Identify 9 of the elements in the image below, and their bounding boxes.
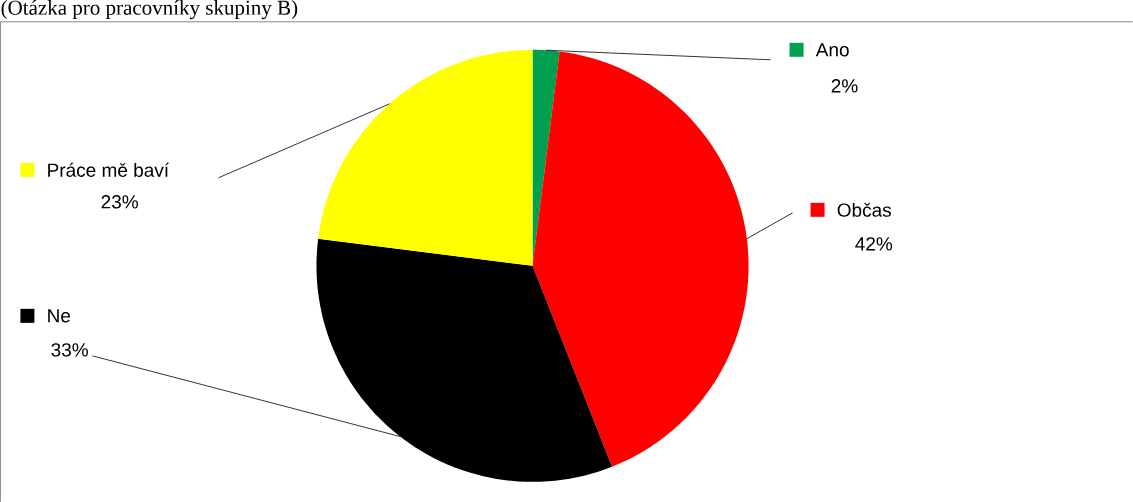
- legend-label: Ne: [48, 309, 71, 323]
- data-label: 2%: [831, 78, 858, 93]
- legend-label: Práce mě baví: [48, 162, 170, 177]
- chart-title: (Otázka pro pracovníky skupiny B): [1, 0, 298, 19]
- data-label: 42%: [855, 237, 893, 251]
- data-label: 23%: [101, 194, 138, 209]
- legend-label: Ano: [815, 43, 849, 57]
- legend-label: Občas: [837, 202, 891, 217]
- data-label: 33%: [51, 342, 88, 357]
